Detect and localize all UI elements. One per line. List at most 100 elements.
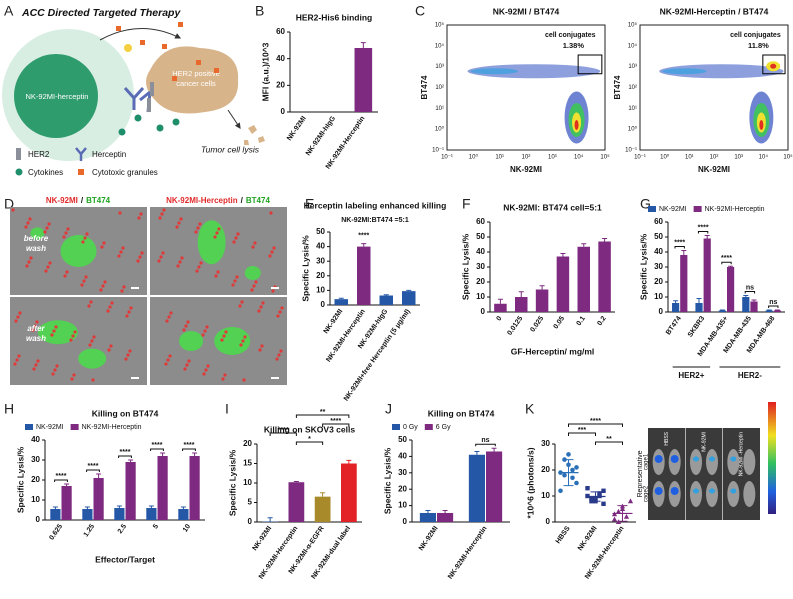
significance-label: **** bbox=[674, 239, 685, 246]
legend-swatch bbox=[392, 424, 400, 430]
column-label: NK-92MI bbox=[701, 432, 707, 452]
point bbox=[597, 491, 602, 496]
nk-dot bbox=[47, 222, 51, 226]
legend-swatch bbox=[70, 424, 79, 430]
y-tick-label: 10² bbox=[628, 85, 637, 91]
bar bbox=[727, 267, 735, 312]
nk-dot bbox=[32, 367, 36, 371]
nk-dot bbox=[204, 368, 208, 372]
panel-label: B bbox=[255, 3, 264, 19]
nk-dot bbox=[55, 364, 59, 368]
y-tick-label: 10⁵ bbox=[628, 22, 638, 29]
legend-label: HER2 bbox=[28, 150, 50, 159]
row-label: after bbox=[27, 324, 45, 333]
bar bbox=[146, 508, 157, 520]
x-tick-label: 10⁻¹ bbox=[441, 155, 453, 161]
y-tick-label: 0 bbox=[546, 517, 551, 526]
point bbox=[566, 452, 571, 457]
y-axis-label: Specific Lysis/% bbox=[300, 235, 310, 302]
bar bbox=[437, 512, 454, 522]
x-tick-label: 10⁵ bbox=[600, 154, 610, 161]
y-tick-label: 10 bbox=[243, 478, 252, 487]
x-axis-label: GF-Herceptin/ mg/ml bbox=[511, 346, 595, 356]
nk-dot bbox=[125, 314, 129, 318]
imaging: Representative HBSS NK-92MI NK-92MI -Herce… bbox=[637, 402, 776, 520]
nk-dot bbox=[165, 319, 169, 323]
error-bar bbox=[148, 505, 154, 508]
plot-title: NK-92MI-Herceptin / BT474 bbox=[660, 6, 769, 16]
significance-label: * bbox=[308, 436, 311, 443]
bar bbox=[750, 301, 758, 312]
error-bar bbox=[52, 506, 58, 509]
nk-dot bbox=[73, 330, 77, 334]
nk-dot bbox=[119, 250, 123, 254]
y-tick-label: 10⁴ bbox=[628, 42, 638, 49]
nk-dot bbox=[278, 310, 282, 314]
nk-dot bbox=[129, 306, 133, 310]
y-tick-label: 30 bbox=[31, 455, 40, 464]
her2-icon bbox=[16, 148, 21, 160]
x-tick-label: NK-92MI-Herceptin bbox=[447, 525, 489, 580]
y-tick-label: 0 bbox=[481, 307, 486, 316]
flow-cytometry: C NK-92MI / BT474 cell conjugates 1.38% 10⁻… bbox=[415, 3, 793, 174]
error-bar bbox=[346, 459, 352, 464]
nk-dot bbox=[169, 311, 173, 315]
nk-dot bbox=[272, 246, 276, 250]
y-tick-label: 50 bbox=[316, 227, 325, 236]
nk-dot bbox=[213, 235, 217, 239]
nk-dot bbox=[28, 217, 32, 221]
error-bar bbox=[539, 285, 545, 290]
significance-label: ** bbox=[606, 436, 612, 443]
significance-label: **** bbox=[278, 427, 289, 434]
nk-dot bbox=[118, 211, 122, 215]
nk-dot bbox=[29, 256, 33, 260]
legend-swatch bbox=[648, 206, 656, 212]
y-tick-label: 5 bbox=[248, 498, 253, 507]
nk-dot bbox=[64, 231, 68, 235]
bar bbox=[718, 310, 726, 312]
bar bbox=[486, 451, 503, 522]
error-bar bbox=[602, 238, 608, 242]
bar bbox=[402, 291, 416, 305]
significance-label: **** bbox=[358, 233, 369, 240]
nk-dot bbox=[183, 367, 187, 371]
error-bar bbox=[84, 506, 90, 509]
nk-dot bbox=[31, 328, 35, 332]
nk-dot bbox=[157, 259, 161, 263]
y-axis-label: MFI (a.u.)/10^3 bbox=[260, 42, 270, 101]
her2-icon bbox=[147, 98, 151, 112]
point bbox=[611, 516, 618, 522]
cancer-cell bbox=[146, 46, 239, 114]
x-tick-label: 10³ bbox=[548, 155, 557, 161]
legend-swatch bbox=[693, 206, 702, 212]
x-tick-label: 0.025 bbox=[529, 315, 545, 333]
nk-dot bbox=[62, 235, 66, 239]
y-tick-label: 50 bbox=[476, 232, 485, 241]
significance-label: **** bbox=[184, 442, 195, 449]
bar bbox=[288, 482, 305, 522]
bar bbox=[773, 310, 781, 312]
error-bar bbox=[383, 294, 389, 296]
point bbox=[585, 486, 590, 491]
error-bar bbox=[617, 505, 628, 522]
y-tick-label: 10 bbox=[541, 491, 550, 500]
signal bbox=[693, 456, 699, 462]
legend-label: NK-92MI-Herceptin bbox=[705, 206, 765, 213]
error-bar bbox=[696, 298, 702, 303]
y-tick-label: 10⁰ bbox=[628, 126, 638, 133]
bar bbox=[125, 462, 136, 520]
color-bar bbox=[768, 402, 776, 514]
nk-dot bbox=[83, 236, 87, 240]
nk-dot bbox=[241, 339, 245, 343]
error-bar bbox=[590, 491, 601, 502]
bar bbox=[341, 463, 357, 522]
y-tick-label: 60 bbox=[276, 27, 285, 36]
x-axis-label: NK-92MI bbox=[510, 165, 542, 174]
nk-dot bbox=[242, 378, 246, 382]
nk-dot bbox=[176, 264, 180, 268]
nk-dot bbox=[52, 329, 56, 333]
error-bar bbox=[360, 42, 366, 48]
error-bar bbox=[751, 299, 757, 302]
nk-dot bbox=[103, 280, 107, 284]
x-tick-label: NK-92MI bbox=[577, 525, 599, 552]
